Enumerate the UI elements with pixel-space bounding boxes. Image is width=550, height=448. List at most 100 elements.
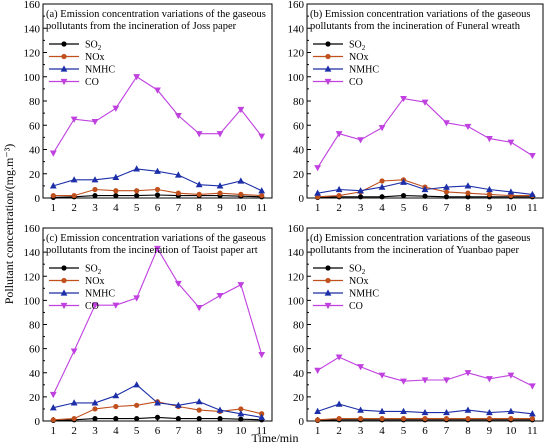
- legend-marker-co: [324, 302, 332, 310]
- data-point-nmhc: [486, 408, 493, 416]
- data-point-co: [507, 139, 515, 146]
- data-point-nmhc: [507, 407, 515, 414]
- data-point-nox: [465, 415, 471, 422]
- data-point-nox: [400, 415, 407, 422]
- y-tick-label: 120: [288, 48, 305, 60]
- x-tick-label: 6: [155, 425, 161, 437]
- data-point-nmhc: [237, 177, 245, 184]
- data-point-nmhc: [174, 401, 182, 408]
- data-point-nox: [175, 190, 181, 196]
- data-point-so2: [217, 415, 223, 422]
- data-point-nmhc: [528, 410, 536, 417]
- x-axis-label: Time/min: [252, 431, 299, 445]
- x-tick-label: 11: [527, 202, 538, 214]
- data-point-co: [378, 125, 386, 132]
- x-tick-label: 7: [444, 425, 450, 437]
- data-point-nox: [196, 191, 202, 197]
- legend-label-nox: NOx: [85, 276, 104, 287]
- x-tick-label: 9: [217, 202, 223, 214]
- x-tick-label: 4: [113, 202, 119, 214]
- data-point-so2: [238, 416, 244, 422]
- data-point-nmhc: [195, 181, 203, 188]
- x-tick-label: 4: [379, 202, 385, 214]
- data-point-nmhc: [507, 188, 515, 195]
- legend-marker-so2: [325, 265, 331, 271]
- y-tick-label: 140: [288, 247, 305, 259]
- x-tick-label: 6: [422, 425, 428, 437]
- y-tick-label: 120: [24, 48, 41, 60]
- legend-label-so2: SO2: [85, 40, 102, 53]
- data-point-co: [400, 95, 407, 103]
- data-point-so2: [113, 192, 119, 199]
- data-point-nox: [71, 415, 77, 422]
- data-point-co: [49, 150, 57, 157]
- data-point-nmhc: [314, 189, 322, 196]
- data-point-co: [216, 131, 224, 138]
- data-point-so2: [154, 414, 161, 420]
- x-tick-label: 3: [358, 202, 364, 214]
- panel-title-line1: (a) Emission concentration variations of…: [46, 9, 266, 20]
- data-point-nmhc: [91, 399, 99, 406]
- data-point-so2: [134, 415, 140, 422]
- y-tick-label: 60: [293, 120, 305, 132]
- data-point-co: [378, 372, 386, 379]
- data-point-nmhc: [70, 176, 78, 183]
- data-point-nox: [71, 192, 77, 199]
- data-point-nmhc: [400, 178, 407, 185]
- data-point-nmhc: [486, 185, 493, 193]
- legend-label-co: CO: [85, 301, 99, 312]
- data-point-nox: [259, 192, 265, 199]
- legend-marker-nox: [61, 53, 67, 60]
- data-point-nox: [422, 415, 428, 422]
- data-point-nmhc: [528, 190, 536, 197]
- data-point-co: [421, 99, 429, 106]
- x-tick-label: 6: [155, 202, 161, 214]
- data-point-co: [486, 135, 493, 143]
- data-point-nox: [134, 188, 140, 194]
- legend-marker-so2: [61, 41, 67, 47]
- data-point-so2: [400, 192, 407, 199]
- y-tick-label: 160: [288, 0, 305, 11]
- data-point-nox: [217, 190, 223, 196]
- panel-title-line2: pollutants from the incineration of Joss…: [46, 21, 237, 32]
- data-point-nox: [238, 191, 244, 197]
- data-point-co: [174, 112, 182, 120]
- y-tick-label: 60: [29, 120, 41, 132]
- data-point-nmhc: [357, 187, 364, 194]
- series-line-co: [317, 98, 533, 168]
- x-tick-label: 11: [256, 425, 267, 437]
- data-point-nmhc: [216, 406, 224, 413]
- data-point-nox: [50, 192, 56, 199]
- x-tick-label: 2: [336, 202, 342, 214]
- data-point-co: [195, 131, 203, 138]
- data-point-nmhc: [112, 392, 120, 399]
- data-point-nmhc: [258, 187, 266, 194]
- data-point-co: [335, 131, 343, 138]
- x-tick-label: 8: [465, 202, 471, 214]
- y-tick-label: 60: [29, 344, 41, 356]
- legend-label-nmhc: NMHC: [349, 289, 379, 300]
- y-tick-label: 60: [293, 344, 305, 356]
- legend-label-nmhc: NMHC: [349, 65, 379, 76]
- legend-marker-nmhc: [324, 289, 332, 296]
- data-point-nmhc: [443, 183, 450, 190]
- data-point-co: [195, 305, 203, 312]
- data-point-nox: [50, 417, 56, 423]
- data-point-nox: [508, 415, 514, 422]
- data-point-nmhc: [195, 398, 203, 405]
- data-point-co: [70, 116, 78, 123]
- x-tick-label: 8: [196, 425, 202, 437]
- x-tick-label: 1: [315, 425, 321, 437]
- y-tick-label: 100: [24, 295, 41, 307]
- legend-label-nox: NOx: [85, 52, 104, 63]
- chart-panel-2: 0 20 40 60 80 100 120 140 160 1 2 3 4 5 6 7 8 9 10 11 (b) Em…: [288, 0, 544, 214]
- y-tick-label: 80: [293, 96, 305, 108]
- x-tick-label: 7: [444, 202, 450, 214]
- data-point-nmhc: [154, 399, 161, 406]
- y-tick-label: 20: [29, 169, 41, 181]
- data-point-nox: [486, 191, 493, 197]
- data-point-nox: [134, 402, 140, 408]
- data-point-nmhc: [49, 182, 57, 189]
